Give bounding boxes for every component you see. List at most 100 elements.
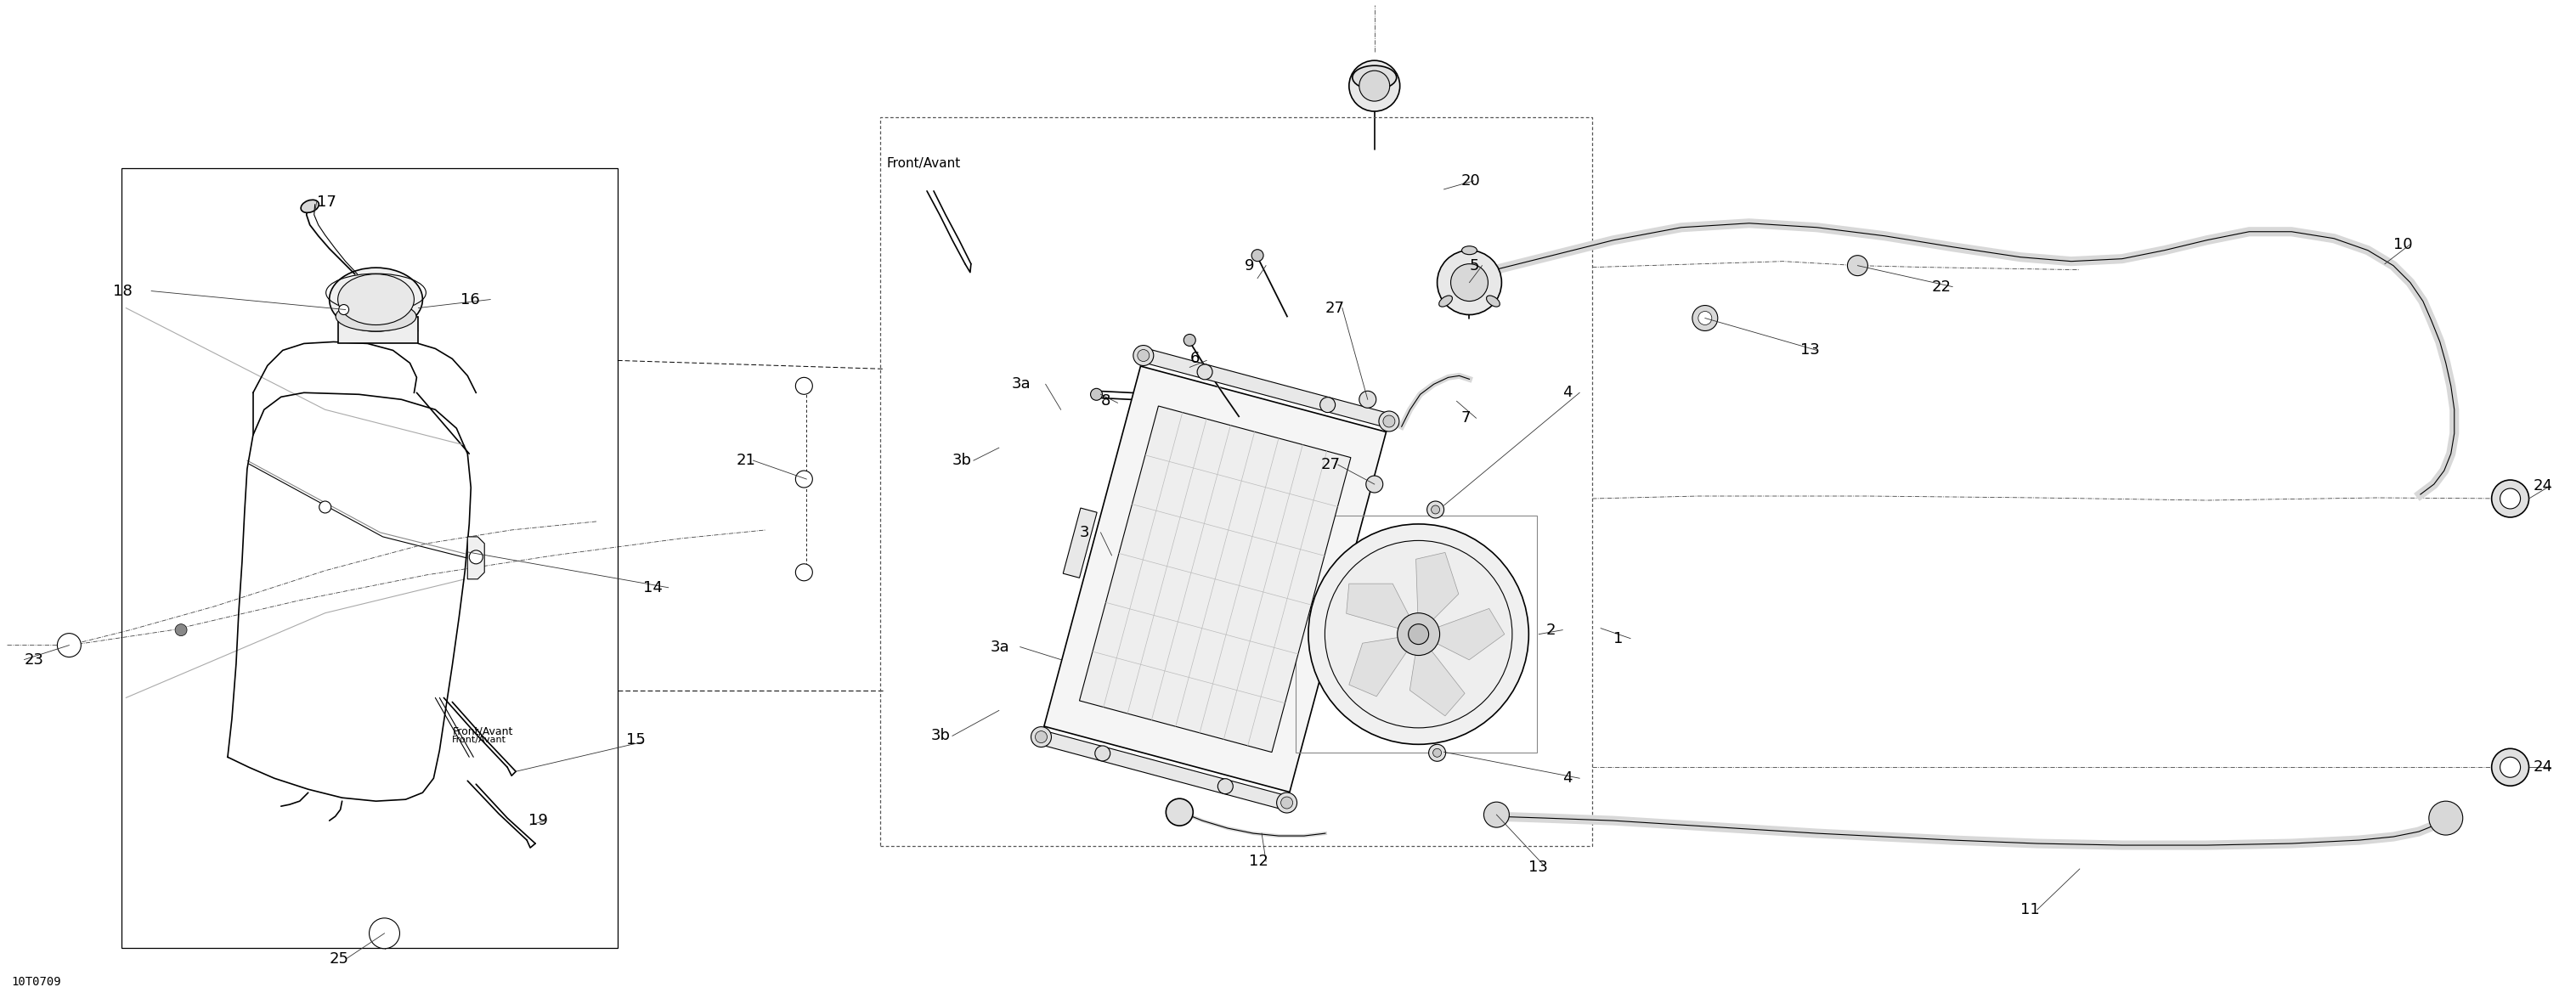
Circle shape [57, 634, 80, 657]
Text: 22: 22 [1932, 279, 1950, 294]
Circle shape [1847, 255, 1868, 276]
Circle shape [1095, 746, 1110, 761]
Circle shape [1692, 305, 1718, 331]
Circle shape [1450, 264, 1489, 301]
Polygon shape [1079, 406, 1350, 752]
Text: 16: 16 [461, 292, 479, 307]
Circle shape [1133, 345, 1154, 365]
Polygon shape [1409, 635, 1466, 716]
Ellipse shape [301, 200, 319, 213]
Circle shape [2491, 749, 2530, 786]
Ellipse shape [1440, 295, 1453, 307]
Polygon shape [1419, 608, 1504, 660]
Text: 4: 4 [1564, 771, 1571, 786]
Circle shape [1409, 624, 1430, 645]
Text: 13: 13 [1801, 342, 1819, 358]
Bar [121, 168, 618, 948]
Circle shape [1198, 364, 1213, 380]
Circle shape [1396, 613, 1440, 656]
Text: 19: 19 [528, 813, 549, 828]
Circle shape [1309, 524, 1528, 744]
Text: 2: 2 [1546, 622, 1556, 638]
Text: 1: 1 [1613, 631, 1623, 647]
Circle shape [1484, 802, 1510, 827]
Circle shape [1090, 389, 1103, 401]
Text: 23: 23 [23, 652, 44, 668]
Polygon shape [1033, 729, 1296, 812]
Text: 8: 8 [1100, 394, 1110, 409]
Circle shape [1383, 416, 1396, 428]
Text: 4: 4 [1564, 386, 1571, 401]
Text: 17: 17 [317, 195, 335, 210]
Polygon shape [466, 537, 484, 579]
Text: 10T0709: 10T0709 [10, 976, 62, 988]
Text: 24: 24 [2532, 478, 2553, 494]
Text: Front/Avant: Front/Avant [886, 157, 961, 170]
Circle shape [1278, 792, 1296, 813]
Text: 7: 7 [1461, 411, 1471, 426]
Text: 3a: 3a [1012, 376, 1030, 392]
Text: 27: 27 [1321, 457, 1340, 472]
Text: 27: 27 [1324, 300, 1345, 315]
Circle shape [1432, 505, 1440, 514]
Polygon shape [337, 316, 417, 343]
Circle shape [2501, 488, 2519, 509]
Text: 3: 3 [1079, 525, 1090, 540]
Circle shape [337, 304, 348, 314]
Circle shape [1350, 60, 1399, 111]
Text: 21: 21 [737, 453, 755, 468]
Circle shape [1324, 540, 1512, 728]
Text: 3a: 3a [992, 640, 1010, 655]
Circle shape [1360, 391, 1376, 408]
Circle shape [1185, 334, 1195, 346]
Circle shape [1319, 398, 1334, 413]
Circle shape [1430, 744, 1445, 761]
Circle shape [1365, 476, 1383, 493]
Ellipse shape [330, 268, 422, 331]
Polygon shape [1136, 346, 1399, 430]
Circle shape [1030, 727, 1051, 747]
Text: 11: 11 [2020, 902, 2040, 918]
Polygon shape [1347, 583, 1419, 635]
Circle shape [796, 378, 811, 395]
Text: Front/Avant: Front/Avant [453, 726, 513, 737]
Circle shape [1280, 797, 1293, 808]
Circle shape [1252, 249, 1262, 261]
Polygon shape [1043, 366, 1386, 792]
Ellipse shape [1486, 295, 1499, 307]
Ellipse shape [335, 301, 417, 331]
Ellipse shape [1461, 246, 1476, 255]
Circle shape [1698, 311, 1713, 325]
Text: 9: 9 [1244, 258, 1255, 273]
Text: 3b: 3b [930, 728, 951, 744]
Polygon shape [1417, 552, 1458, 635]
Circle shape [319, 501, 332, 513]
Text: Front/Avant: Front/Avant [453, 736, 507, 744]
Polygon shape [1064, 508, 1097, 578]
Circle shape [175, 624, 188, 636]
Circle shape [1437, 250, 1502, 314]
Circle shape [1378, 411, 1399, 432]
Text: 6: 6 [1190, 351, 1200, 366]
Circle shape [368, 918, 399, 949]
Ellipse shape [1352, 65, 1396, 89]
Circle shape [2491, 480, 2530, 517]
Circle shape [2429, 801, 2463, 835]
Circle shape [469, 550, 482, 564]
Text: 12: 12 [1249, 853, 1267, 868]
Text: 24: 24 [2532, 760, 2553, 775]
Polygon shape [1350, 635, 1419, 697]
Circle shape [1036, 731, 1046, 743]
Circle shape [1218, 779, 1234, 794]
Ellipse shape [337, 274, 415, 325]
Text: 10: 10 [2393, 237, 2414, 252]
Text: 13: 13 [1528, 859, 1548, 874]
Text: 25: 25 [330, 951, 348, 967]
Circle shape [796, 564, 811, 580]
Text: 3b: 3b [953, 453, 971, 468]
Circle shape [1139, 349, 1149, 361]
Text: 20: 20 [1461, 173, 1481, 189]
Text: 5: 5 [1468, 258, 1479, 273]
Circle shape [796, 471, 811, 488]
Text: 14: 14 [644, 580, 662, 595]
